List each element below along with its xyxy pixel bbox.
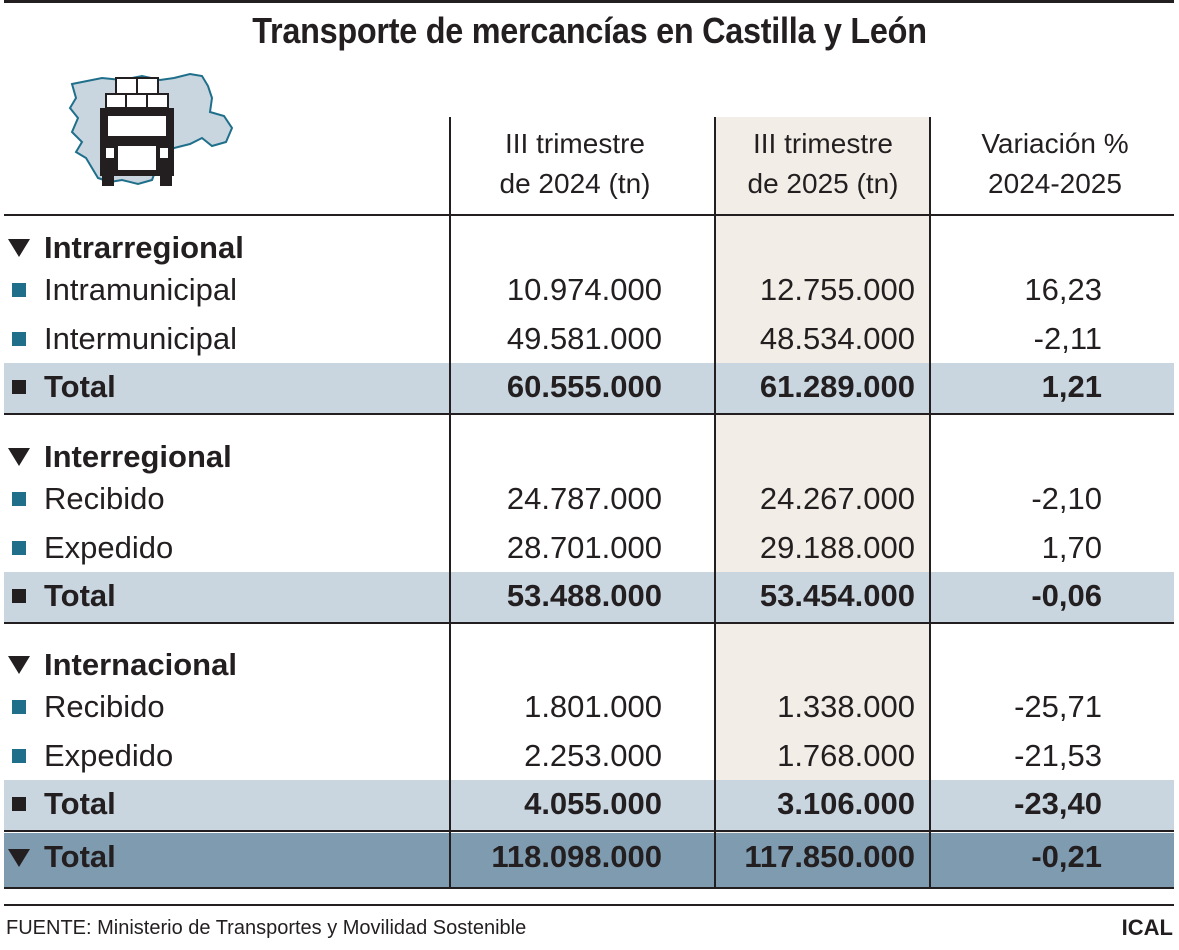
- row-label: Intramunicipal: [44, 272, 237, 307]
- variation-percent: -21,53: [1014, 738, 1102, 773]
- triangle-down-icon: [8, 656, 30, 674]
- header-rule: [4, 214, 1174, 216]
- value-2024: 4.055.000: [524, 786, 662, 821]
- row-label: Expedido: [44, 738, 174, 773]
- column-divider: [929, 117, 931, 889]
- value-2024: 24.787.000: [506, 481, 662, 516]
- column-header-line: de 2025 (tn): [747, 168, 899, 199]
- section-rule: [4, 413, 1174, 415]
- row-label: Intermunicipal: [44, 321, 237, 356]
- total-band: [4, 780, 1174, 830]
- column-divider: [449, 117, 451, 889]
- variation-percent: -2,10: [1031, 481, 1102, 516]
- column-header-line: de 2024 (tn): [499, 168, 651, 199]
- value-2024: 10.974.000: [506, 272, 662, 307]
- column-header-line: Variación %: [981, 128, 1129, 159]
- variation-percent: -25,71: [1014, 689, 1102, 724]
- variation-percent: -23,40: [1014, 786, 1102, 821]
- triangle-down-icon: [8, 448, 30, 466]
- section-name: Interregional: [44, 439, 232, 474]
- table-row: Recibido 1.801.000 1.338.000 -25,71: [0, 683, 1179, 731]
- triangle-down-icon: [8, 849, 30, 867]
- section-header: Internacional: [0, 641, 1179, 689]
- total-row: Total 4.055.000 3.106.000 -23,40: [0, 780, 1179, 828]
- value-2024: 60.555.000: [506, 369, 662, 404]
- black-square-bullet-icon: [12, 380, 26, 394]
- variation-percent: -0,21: [1031, 839, 1102, 874]
- value-2025: 1.768.000: [777, 738, 915, 773]
- section-name: Internacional: [44, 647, 237, 682]
- truck-on-castilla-y-leon-map-icon: [68, 72, 234, 186]
- section-rule: [4, 622, 1174, 624]
- source-note: FUENTE: Ministerio de Transportes y Movi…: [6, 917, 527, 939]
- value-2024: 28.701.000: [506, 530, 662, 565]
- table-row: Recibido 24.787.000 24.267.000 -2,10: [0, 475, 1179, 523]
- value-2024: 53.488.000: [506, 578, 662, 613]
- value-2025: 3.106.000: [777, 786, 915, 821]
- total-band: [4, 572, 1174, 622]
- top-rule: [4, 0, 1174, 3]
- column-header-2025: III trimestre de 2025 (tn): [716, 124, 930, 204]
- table-row: Expedido 28.701.000 29.188.000 1,70: [0, 524, 1179, 572]
- value-2025: 29.188.000: [759, 530, 915, 565]
- blue-square-bullet-icon: [12, 749, 26, 763]
- column-header-variation: Variación % 2024-2025: [932, 124, 1178, 204]
- value-2024: 118.098.000: [491, 839, 662, 874]
- table-row: Intermunicipal 49.581.000 48.534.000 -2,11: [0, 315, 1179, 363]
- row-label: Recibido: [44, 481, 165, 516]
- value-2024: 49.581.000: [506, 321, 662, 356]
- section-name: Intrarregional: [44, 230, 244, 265]
- blue-square-bullet-icon: [12, 700, 26, 714]
- page-title: Transporte de mercancías en Castilla y L…: [252, 10, 927, 51]
- black-square-bullet-icon: [12, 797, 26, 811]
- value-2025: 117.850.000: [744, 839, 915, 874]
- value-2025: 61.289.000: [759, 369, 915, 404]
- blue-square-bullet-icon: [12, 283, 26, 297]
- value-2024: 2.253.000: [524, 738, 662, 773]
- section-rule: [4, 830, 1174, 832]
- row-label: Expedido: [44, 530, 174, 565]
- black-square-bullet-icon: [12, 589, 26, 603]
- blue-square-bullet-icon: [12, 541, 26, 555]
- variation-percent: 16,23: [1024, 272, 1102, 307]
- value-2025: 1.338.000: [777, 689, 915, 724]
- total-row: Total 118.098.000 117.850.000 -0,21: [0, 834, 1179, 888]
- blue-square-bullet-icon: [12, 492, 26, 506]
- grand-total-rule: [4, 887, 1174, 889]
- variation-percent: -2,11: [1033, 321, 1102, 356]
- total-row: Total 60.555.000 61.289.000 1,21: [0, 363, 1179, 411]
- value-2024: 1.801.000: [524, 689, 662, 724]
- table-row: Intramunicipal 10.974.000 12.755.000 16,23: [0, 266, 1179, 314]
- triangle-down-icon: [8, 239, 30, 257]
- total-band: [4, 363, 1174, 413]
- column-header-line: 2024-2025: [988, 168, 1122, 199]
- row-label: Total: [44, 369, 116, 404]
- brand-logo: ICAL: [1121, 915, 1173, 940]
- blue-square-bullet-icon: [12, 332, 26, 346]
- value-2025: 53.454.000: [759, 578, 915, 613]
- value-2025: 24.267.000: [759, 481, 915, 516]
- row-label: Total: [44, 578, 116, 613]
- total-row: Total 53.488.000 53.454.000 -0,06: [0, 572, 1179, 620]
- row-label: Total: [44, 839, 116, 874]
- table-row: Expedido 2.253.000 1.768.000 -21,53: [0, 732, 1179, 780]
- variation-percent: 1,21: [1041, 369, 1102, 404]
- variation-percent: -0,06: [1031, 578, 1102, 613]
- footer-rule: [4, 904, 1174, 906]
- column-header-line: III trimestre: [752, 128, 893, 159]
- highlight-column-2025: [716, 117, 930, 833]
- column-divider: [714, 117, 716, 889]
- column-header-2024: III trimestre de 2024 (tn): [452, 124, 698, 204]
- column-header-line: III trimestre: [504, 128, 645, 159]
- row-label: Recibido: [44, 689, 165, 724]
- grand-total-band: [4, 833, 1174, 888]
- section-header: Interregional: [0, 433, 1179, 481]
- value-2025: 48.534.000: [759, 321, 915, 356]
- section-header: Intrarregional: [0, 224, 1179, 272]
- value-2025: 12.755.000: [759, 272, 915, 307]
- row-label: Total: [44, 786, 116, 821]
- variation-percent: 1,70: [1041, 530, 1102, 565]
